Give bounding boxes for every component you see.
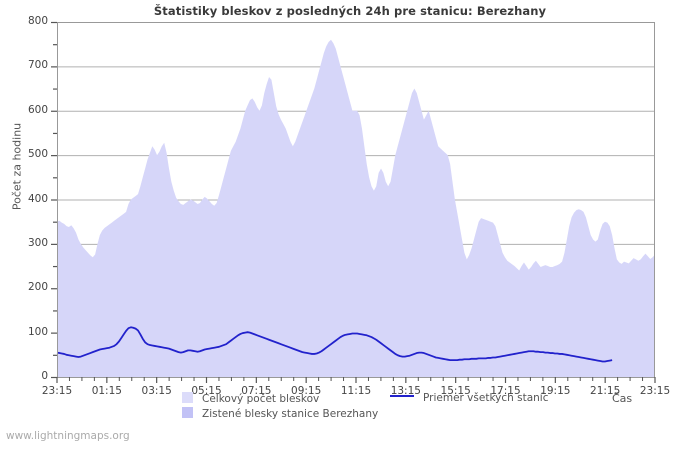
legend-item-label: Celkový počet bleskov — [202, 393, 320, 405]
x-tick-label: 23:15 — [41, 385, 73, 397]
chart-legend: Celkový počet bleskov Zistené blesky stan… — [0, 390, 700, 430]
x-tick-label: 07:15 — [241, 385, 272, 397]
chart-title: Štatistiky bleskov z posledných 24h pre … — [153, 4, 547, 18]
y-tick-label: 500 — [27, 148, 48, 161]
legend-item[interactable]: Zistené blesky stanice Berezhany — [182, 407, 378, 420]
x-tick-label: 15:15 — [440, 385, 471, 397]
x-tick-label: 23:15 — [639, 385, 671, 397]
y-tick-label: 100 — [27, 325, 48, 338]
x-tick-label: 09:15 — [291, 385, 322, 397]
y-tick-label: 0 — [41, 370, 48, 382]
total-strokes-area — [57, 39, 655, 377]
x-tick-label: 21:15 — [590, 385, 621, 397]
x-tick-label: 01:15 — [91, 385, 122, 397]
average-line — [56, 326, 613, 363]
y-tick-label: 600 — [27, 103, 48, 116]
y-tick-label: 800 — [27, 15, 48, 27]
legend-swatch-marker — [182, 392, 193, 403]
x-axis-label: Čas — [612, 392, 633, 405]
legend-item-label: Zistené blesky stanice Berezhany — [202, 408, 379, 420]
y-tick-label: 300 — [27, 236, 48, 249]
legend-item[interactable]: Priemer všetkých staníc — [390, 392, 549, 404]
x-tick-label: 03:15 — [141, 385, 172, 397]
y-tick-label: 200 — [27, 281, 48, 294]
x-tick-label: 13:15 — [390, 385, 421, 397]
legend-item[interactable]: Celkový počet bleskov — [182, 392, 319, 405]
y-tick-label: 400 — [27, 192, 48, 205]
x-tick-label: 17:15 — [490, 385, 521, 397]
legend-item-label: Priemer všetkých staníc — [423, 392, 549, 404]
legend-line-marker — [390, 395, 414, 397]
x-tick-label: 05:15 — [191, 385, 222, 397]
site-attribution: www.lightningmaps.org — [6, 430, 130, 442]
x-tick-label: 19:15 — [540, 385, 571, 397]
legend-swatch-marker — [182, 407, 193, 418]
x-tick-label: 11:15 — [340, 385, 372, 397]
y-tick-label: 700 — [27, 59, 48, 72]
